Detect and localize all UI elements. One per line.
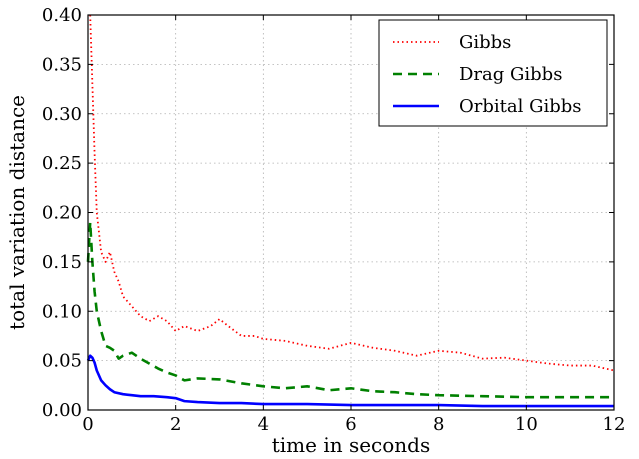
- y-axis-label: total variation distance: [5, 95, 29, 330]
- y-tick-label: 0.40: [42, 5, 82, 26]
- legend: Gibbs Drag Gibbs Orbital Gibbs: [378, 19, 608, 127]
- x-axis-label: time in seconds: [272, 433, 431, 457]
- legend-label-orbital-gibbs: Orbital Gibbs: [459, 96, 582, 117]
- x-tick-label: 10: [515, 414, 538, 435]
- legend-label-drag-gibbs: Drag Gibbs: [459, 64, 562, 85]
- x-tick-label: 6: [345, 414, 356, 435]
- y-tick-label: 0.30: [42, 104, 82, 125]
- x-tick-label: 2: [170, 414, 181, 435]
- grid: [88, 15, 614, 410]
- ticks: [87, 14, 615, 411]
- x-tick-label: 8: [433, 414, 444, 435]
- tick-labels: 0 2 4 6 8 10 12 0.00 0.05 0.10 0.15 0.20 0.25 0.30 0.3…: [42, 5, 626, 435]
- y-tick-label: 0.05: [42, 351, 82, 372]
- legend-label-gibbs: Gibbs: [459, 32, 511, 53]
- series-line-orbital-gibbs: [86, 354, 614, 408]
- series-line-drag-gibbs: [86, 221, 614, 399]
- y-tick-label: 0.35: [42, 54, 82, 75]
- x-tick-label: 0: [82, 414, 93, 435]
- series-layer: [86, 14, 615, 408]
- y-tick-label: 0.10: [42, 301, 82, 322]
- y-tick-label: 0.15: [42, 252, 82, 273]
- x-tick-label: 4: [258, 414, 269, 435]
- y-tick-label: 0.20: [42, 203, 82, 224]
- x-tick-label: 12: [603, 414, 626, 435]
- y-tick-label: 0.25: [42, 153, 82, 174]
- y-tick-label: 0.00: [42, 400, 82, 421]
